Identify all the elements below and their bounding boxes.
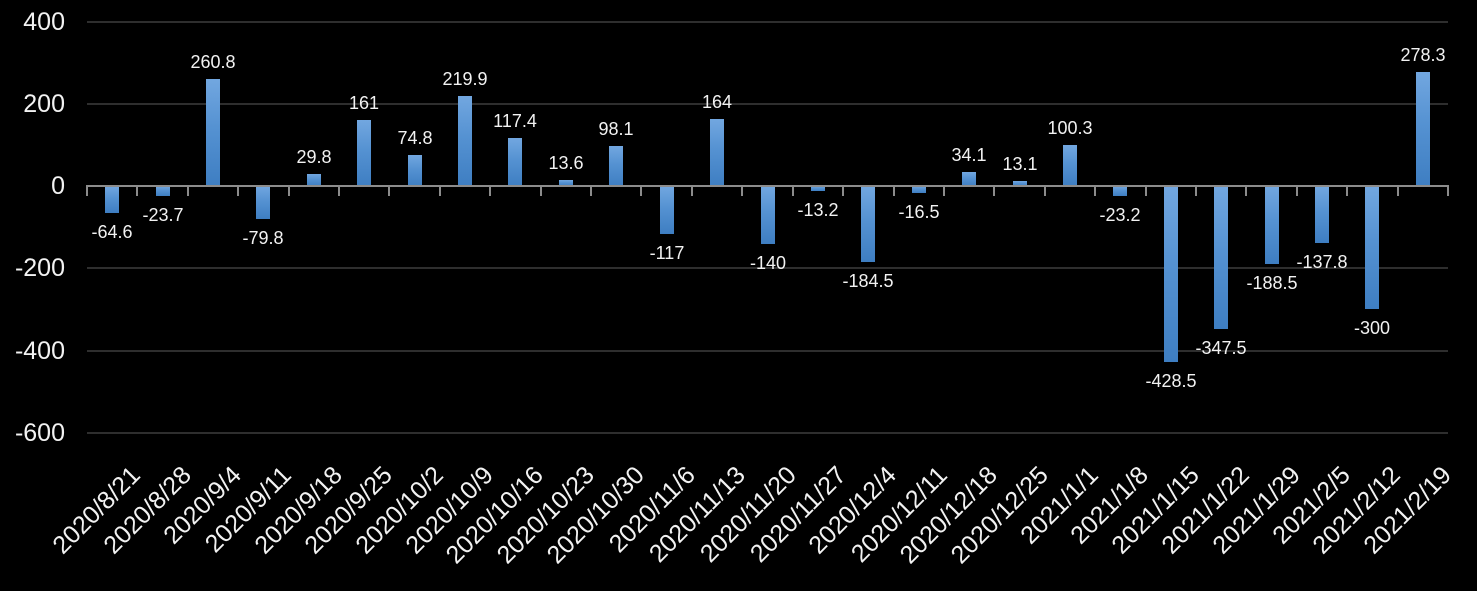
zero-axis-tick bbox=[792, 185, 794, 196]
data-label-2020/11/27: -13.2 bbox=[797, 200, 839, 220]
y-axis-label: 200 bbox=[23, 90, 65, 118]
bar-2021/2/5[interactable] bbox=[1315, 186, 1329, 243]
data-label-2021/1/22: -347.5 bbox=[1195, 338, 1247, 358]
bar-2021/1/8[interactable] bbox=[1113, 186, 1127, 196]
zero-axis-tick bbox=[540, 185, 542, 196]
zero-axis-tick bbox=[338, 185, 340, 196]
data-label-2020/8/21: -64.6 bbox=[91, 222, 133, 242]
bar-2020/9/11[interactable] bbox=[256, 186, 270, 219]
bar-2021/2/12[interactable] bbox=[1365, 186, 1379, 309]
bar-2020/11/6[interactable] bbox=[660, 186, 674, 234]
gridline--400 bbox=[87, 350, 1448, 352]
zero-axis-tick bbox=[1296, 185, 1298, 196]
data-label-2020/9/11: -79.8 bbox=[242, 228, 284, 248]
gridline-200 bbox=[87, 103, 1448, 105]
bar-2021/1/1[interactable] bbox=[1063, 145, 1077, 186]
zero-axis-tick bbox=[136, 185, 138, 196]
y-axis-label: 0 bbox=[51, 172, 65, 200]
zero-axis-tick bbox=[489, 185, 491, 196]
zero-axis-tick bbox=[1145, 185, 1147, 196]
data-label-2020/10/9: 219.9 bbox=[442, 69, 488, 89]
zero-axis-tick bbox=[1245, 185, 1247, 196]
zero-axis-tick bbox=[1094, 185, 1096, 196]
data-label-2020/11/20: -140 bbox=[749, 253, 787, 273]
bar-2020/11/13[interactable] bbox=[710, 119, 724, 186]
bar-2020/10/2[interactable] bbox=[408, 155, 422, 186]
zero-axis-tick bbox=[590, 185, 592, 196]
data-label-2020/10/16: 117.4 bbox=[493, 111, 537, 131]
data-label-2020/9/25: 161 bbox=[348, 93, 380, 113]
bar-2020/10/23[interactable] bbox=[559, 180, 573, 186]
gridline-400 bbox=[87, 21, 1448, 23]
data-label-2021/1/1: 100.3 bbox=[1047, 118, 1093, 138]
bar-2020/10/16[interactable] bbox=[508, 138, 522, 186]
zero-axis-tick bbox=[842, 185, 844, 196]
data-label-2020/12/4: -184.5 bbox=[842, 271, 894, 291]
bar-2021/1/22[interactable] bbox=[1214, 186, 1228, 329]
data-label-2021/1/29: -188.5 bbox=[1246, 273, 1298, 293]
data-label-2021/2/12: -300 bbox=[1353, 318, 1391, 338]
zero-axis-tick bbox=[993, 185, 995, 196]
zero-axis-line bbox=[87, 185, 1448, 187]
zero-axis-tick bbox=[439, 185, 441, 196]
bar-2020/8/21[interactable] bbox=[105, 186, 119, 213]
zero-axis-tick bbox=[741, 185, 743, 196]
bar-2020/10/9[interactable] bbox=[458, 96, 472, 186]
bar-2020/12/4[interactable] bbox=[861, 186, 875, 262]
bar-2020/9/4[interactable] bbox=[206, 79, 220, 186]
data-label-2020/10/30: 98.1 bbox=[598, 119, 634, 139]
zero-axis-tick bbox=[943, 185, 945, 196]
bar-2020/11/27[interactable] bbox=[811, 186, 825, 191]
data-label-2020/10/2: 74.8 bbox=[397, 128, 433, 148]
zero-axis-tick bbox=[187, 185, 189, 196]
bar-2020/9/25[interactable] bbox=[357, 120, 371, 186]
zero-axis-tick bbox=[1346, 185, 1348, 196]
bar-2020/11/20[interactable] bbox=[761, 186, 775, 244]
data-label-2020/9/18: 29.8 bbox=[296, 147, 332, 167]
data-label-2021/1/8: -23.2 bbox=[1099, 205, 1141, 225]
bar-2021/1/29[interactable] bbox=[1265, 186, 1279, 264]
y-axis-label: -200 bbox=[14, 254, 65, 282]
zero-axis-tick bbox=[893, 185, 895, 196]
zero-axis-tick bbox=[237, 185, 239, 196]
data-label-2020/8/28: -23.7 bbox=[142, 205, 184, 225]
bar-2020/10/30[interactable] bbox=[609, 146, 623, 186]
gridline--600 bbox=[87, 432, 1448, 434]
data-label-2020/12/25: 13.1 bbox=[1002, 154, 1038, 174]
bar-2020/12/25[interactable] bbox=[1013, 181, 1027, 186]
data-label-2021/1/15: -428.5 bbox=[1145, 371, 1197, 391]
zero-axis-tick bbox=[640, 185, 642, 196]
data-label-2021/2/19: 278.3 bbox=[1400, 45, 1446, 65]
data-label-2020/12/18: 34.1 bbox=[951, 145, 987, 165]
zero-axis-tick bbox=[86, 185, 88, 196]
zero-axis-tick bbox=[691, 185, 693, 196]
y-axis-label: 400 bbox=[23, 8, 65, 36]
zero-axis-tick bbox=[388, 185, 390, 196]
data-label-2020/12/11: -16.5 bbox=[898, 202, 940, 222]
bar-2021/1/15[interactable] bbox=[1164, 186, 1178, 362]
bar-2020/8/28[interactable] bbox=[156, 186, 170, 196]
gridline--200 bbox=[87, 267, 1448, 269]
data-label-2021/2/5: -137.8 bbox=[1296, 252, 1348, 272]
bar-2021/2/19[interactable] bbox=[1416, 72, 1430, 186]
data-label-2020/11/13: 164 bbox=[701, 92, 733, 112]
data-label-2020/9/4: 260.8 bbox=[190, 52, 236, 72]
data-label-2020/11/6: -117 bbox=[649, 243, 685, 263]
zero-axis-tick bbox=[1044, 185, 1046, 196]
bar-2020/12/18[interactable] bbox=[962, 172, 976, 186]
zero-axis-tick bbox=[1447, 185, 1449, 196]
zero-axis-tick bbox=[288, 185, 290, 196]
y-axis-label: -600 bbox=[14, 419, 65, 447]
bar-2020/12/11[interactable] bbox=[912, 186, 926, 193]
zero-axis-tick bbox=[1195, 185, 1197, 196]
zero-axis-tick bbox=[1397, 185, 1399, 196]
data-label-2020/10/23: 13.6 bbox=[548, 153, 584, 173]
bar-2020/9/18[interactable] bbox=[307, 174, 321, 186]
y-axis-label: -400 bbox=[14, 337, 65, 365]
